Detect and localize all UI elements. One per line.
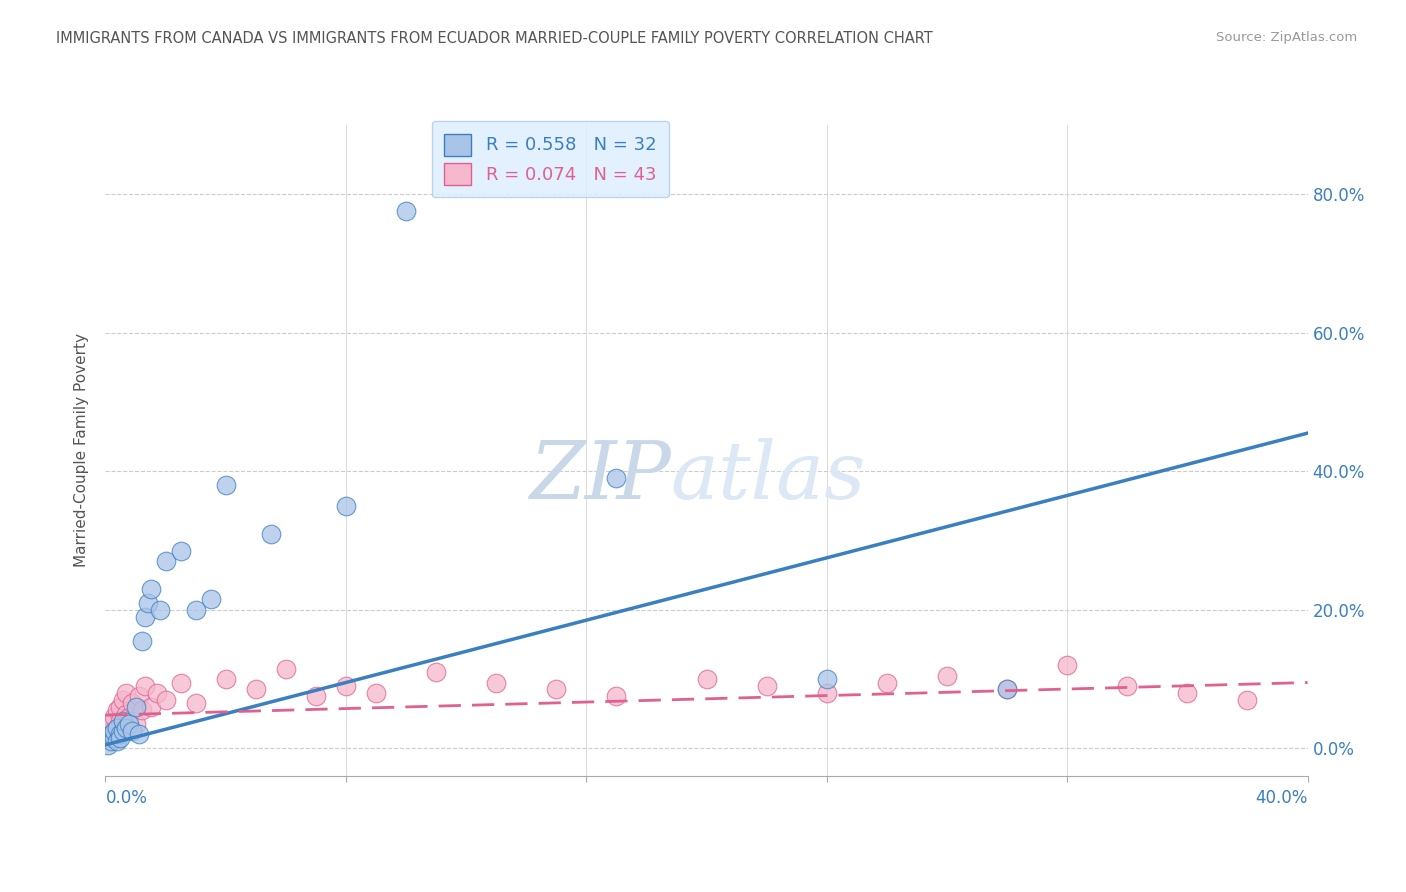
Point — [134, 609, 156, 624]
Point — [696, 672, 718, 686]
Point — [364, 686, 387, 700]
Point — [815, 686, 838, 700]
Point — [1116, 679, 1139, 693]
Point — [245, 682, 267, 697]
Point — [169, 675, 191, 690]
Point — [274, 662, 297, 676]
Point — [1056, 658, 1078, 673]
Point — [214, 478, 236, 492]
Text: atlas: atlas — [671, 438, 866, 516]
Point — [107, 734, 129, 748]
Point — [121, 696, 143, 710]
Point — [134, 679, 156, 693]
Point — [335, 679, 357, 693]
Point — [995, 682, 1018, 697]
Point — [128, 727, 150, 741]
Point — [112, 724, 135, 739]
Point — [121, 724, 143, 739]
Point — [100, 724, 122, 739]
Text: 0.0%: 0.0% — [105, 789, 148, 807]
Point — [335, 499, 357, 513]
Text: 40.0%: 40.0% — [1256, 789, 1308, 807]
Point — [131, 634, 153, 648]
Point — [103, 727, 125, 741]
Point — [115, 706, 138, 721]
Point — [214, 672, 236, 686]
Y-axis label: Married-Couple Family Poverty: Married-Couple Family Poverty — [75, 334, 90, 567]
Point — [995, 682, 1018, 697]
Point — [260, 526, 283, 541]
Point — [139, 582, 162, 596]
Text: Source: ZipAtlas.com: Source: ZipAtlas.com — [1216, 31, 1357, 45]
Point — [485, 675, 508, 690]
Point — [1175, 686, 1198, 700]
Point — [755, 679, 778, 693]
Point — [139, 699, 162, 714]
Point — [110, 714, 132, 728]
Point — [184, 696, 207, 710]
Text: IMMIGRANTS FROM CANADA VS IMMIGRANTS FROM ECUADOR MARRIED-COUPLE FAMILY POVERTY : IMMIGRANTS FROM CANADA VS IMMIGRANTS FRO… — [56, 31, 934, 46]
Point — [145, 686, 167, 700]
Point — [124, 699, 146, 714]
Point — [936, 668, 959, 682]
Point — [100, 727, 122, 741]
Point — [395, 204, 418, 219]
Text: ZIP: ZIP — [529, 438, 671, 516]
Point — [110, 731, 132, 745]
Point — [425, 665, 447, 680]
Point — [110, 699, 132, 714]
Point — [112, 714, 135, 728]
Point — [148, 603, 170, 617]
Point — [100, 717, 122, 731]
Point — [97, 738, 120, 752]
Point — [155, 693, 177, 707]
Point — [115, 721, 138, 735]
Point — [131, 703, 153, 717]
Point — [107, 721, 129, 735]
Point — [100, 734, 122, 748]
Point — [103, 710, 125, 724]
Point — [110, 727, 132, 741]
Point — [107, 703, 129, 717]
Point — [136, 596, 159, 610]
Point — [605, 471, 627, 485]
Point — [128, 690, 150, 704]
Point — [305, 690, 328, 704]
Point — [605, 690, 627, 704]
Point — [815, 672, 838, 686]
Point — [112, 693, 135, 707]
Point — [876, 675, 898, 690]
Point — [200, 592, 222, 607]
Point — [118, 710, 141, 724]
Point — [1236, 693, 1258, 707]
Point — [97, 731, 120, 745]
Point — [546, 682, 568, 697]
Point — [155, 554, 177, 568]
Point — [103, 731, 125, 745]
Point — [169, 544, 191, 558]
Point — [124, 717, 146, 731]
Point — [103, 724, 125, 739]
Legend: R = 0.558   N = 32, R = 0.074   N = 43: R = 0.558 N = 32, R = 0.074 N = 43 — [432, 121, 669, 197]
Point — [184, 603, 207, 617]
Point — [107, 721, 129, 735]
Point — [115, 686, 138, 700]
Point — [118, 717, 141, 731]
